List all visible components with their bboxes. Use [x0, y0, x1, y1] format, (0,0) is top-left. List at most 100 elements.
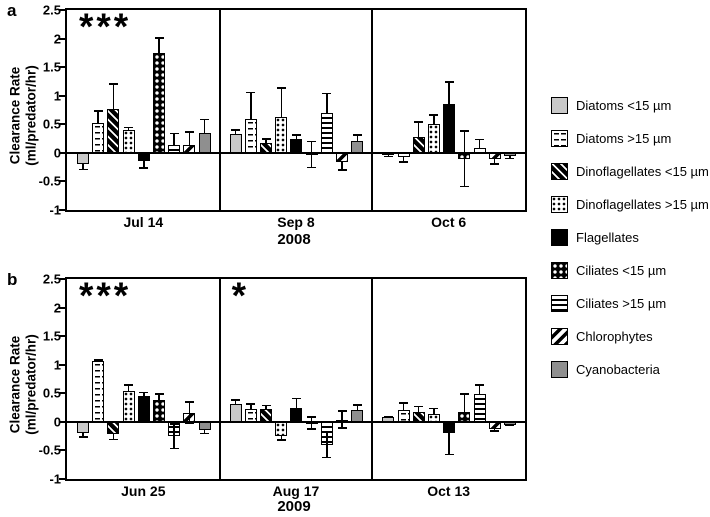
bar-diatoms-lt15: [77, 421, 89, 434]
x-axis-date-label: Oct 6: [431, 214, 467, 230]
error-bar-line: [234, 399, 237, 404]
y-tick-label: 2.5: [42, 2, 61, 18]
error-bar-cap: [184, 401, 194, 403]
y-tick-mark: [59, 335, 67, 338]
x-axis-date-label: Jul 14: [123, 214, 164, 230]
bar-ciliates-lt15: [153, 400, 165, 422]
error-bar-line: [127, 126, 130, 130]
bar-flagellates: [290, 407, 303, 422]
error-bar-cap: [444, 453, 454, 455]
error-bar-cap: [383, 415, 393, 418]
error-bar-line: [280, 87, 283, 117]
y-tick-label: 2.5: [42, 271, 61, 287]
error-bar-cap: [505, 424, 515, 427]
error-bar-cap: [184, 422, 194, 425]
bar-chlorophytes: [488, 421, 501, 430]
error-bar-line: [402, 402, 405, 410]
error-bar-cap: [352, 134, 362, 136]
error-bar-line: [127, 384, 130, 391]
error-bar-line: [112, 434, 115, 441]
subpanel-divider: [371, 279, 374, 479]
error-bar-line: [280, 436, 283, 441]
error-bar-cap: [337, 410, 347, 412]
bar-dinoflagellates-gt15: [275, 116, 288, 153]
error-bar-cap: [139, 167, 149, 169]
error-bar-cap: [414, 405, 424, 408]
bar-diatoms-gt15: [92, 360, 105, 422]
error-bar-line: [295, 134, 298, 139]
subpanel-divider: [371, 10, 374, 210]
error-bar-line: [326, 92, 328, 113]
error-bar-cap: [307, 416, 317, 418]
error-bar-cap: [154, 393, 164, 395]
error-bar-cap: [246, 403, 256, 405]
error-bar-cap: [414, 121, 424, 123]
error-bar-line: [356, 134, 359, 142]
legend-label: Ciliates >15 µm: [576, 296, 667, 311]
y-tick-mark: [59, 392, 67, 395]
error-bar-cap: [475, 384, 485, 386]
error-bar-line: [493, 159, 496, 165]
error-bar-line: [158, 393, 160, 401]
legend-label: Dinoflagellates >15 µm: [576, 197, 709, 212]
significance-marker: ***: [79, 6, 132, 47]
error-bar-line: [417, 405, 420, 413]
error-bar-cap: [429, 114, 439, 116]
bar-cyanobacteria: [198, 421, 211, 431]
bar-diatoms-gt15: [244, 118, 257, 153]
bar-dinoflagellates-gt15: [275, 421, 288, 437]
legend-swatch-dinoflagellates-lt15-icon: [551, 163, 568, 180]
legend-item-ciliates-gt15: Ciliates >15 µm: [551, 287, 709, 320]
y-tick-label: -0.5: [38, 442, 61, 458]
bar-ciliates-gt15: [320, 112, 333, 153]
legend: Diatoms <15 µm Diatoms >15 µm Dinoflagel…: [551, 89, 709, 386]
y-tick-label: -0.5: [38, 173, 61, 189]
error-bar-line: [265, 404, 267, 410]
error-bar-cap: [169, 132, 179, 135]
y-tick-mark: [59, 209, 67, 211]
error-bar-line: [265, 138, 267, 143]
error-bar-cap: [184, 131, 194, 133]
error-bar-cap: [307, 166, 317, 169]
legend-swatch-ciliates-gt15-icon: [551, 295, 568, 312]
x-axis-year-label-2008: 2008: [277, 231, 311, 248]
y-tick-label: 0: [53, 414, 61, 430]
error-bar-cap: [337, 427, 347, 429]
y-tick-mark: [59, 37, 67, 40]
significance-marker: ***: [79, 275, 132, 316]
bar-flagellates: [443, 104, 456, 153]
error-bar-line: [143, 391, 145, 396]
error-bar-line: [82, 433, 84, 438]
error-bar-cap: [78, 436, 88, 438]
error-bar-cap: [322, 431, 332, 433]
error-bar-line: [448, 433, 450, 455]
error-bar-cap: [505, 157, 515, 160]
error-bar-line: [158, 37, 160, 53]
error-bar-line: [188, 131, 191, 146]
y-tick-mark: [59, 478, 67, 480]
error-bar-cap: [383, 155, 393, 158]
legend-label: Cyanobacteria: [576, 362, 660, 377]
error-bar-cap: [291, 397, 301, 400]
bar-flagellates: [443, 421, 456, 434]
error-bar-cap: [276, 87, 286, 89]
bar-flagellates: [137, 395, 150, 422]
error-bar-line: [173, 132, 175, 146]
error-bar-cap: [124, 126, 134, 129]
y-tick-mark: [59, 94, 67, 97]
subpanel-divider: [218, 10, 221, 210]
bar-cyanobacteria: [198, 132, 211, 153]
error-bar-line: [310, 140, 313, 169]
x-axis-date-label: Oct 13: [427, 483, 471, 499]
y-tick-label: 1.5: [42, 328, 61, 344]
legend-label: Dinoflagellates <15 µm: [576, 164, 709, 179]
y-tick-label: -1: [49, 202, 61, 218]
zero-line: [67, 151, 525, 154]
error-bar-line: [433, 114, 435, 125]
y-tick-mark: [59, 123, 67, 126]
panel-a-letter: a: [7, 1, 17, 20]
error-bar-cap: [322, 92, 332, 95]
error-bar-cap: [322, 456, 332, 459]
error-bar-cap: [78, 168, 88, 170]
legend-item-cyanobacteria: Cyanobacteria: [551, 353, 709, 386]
